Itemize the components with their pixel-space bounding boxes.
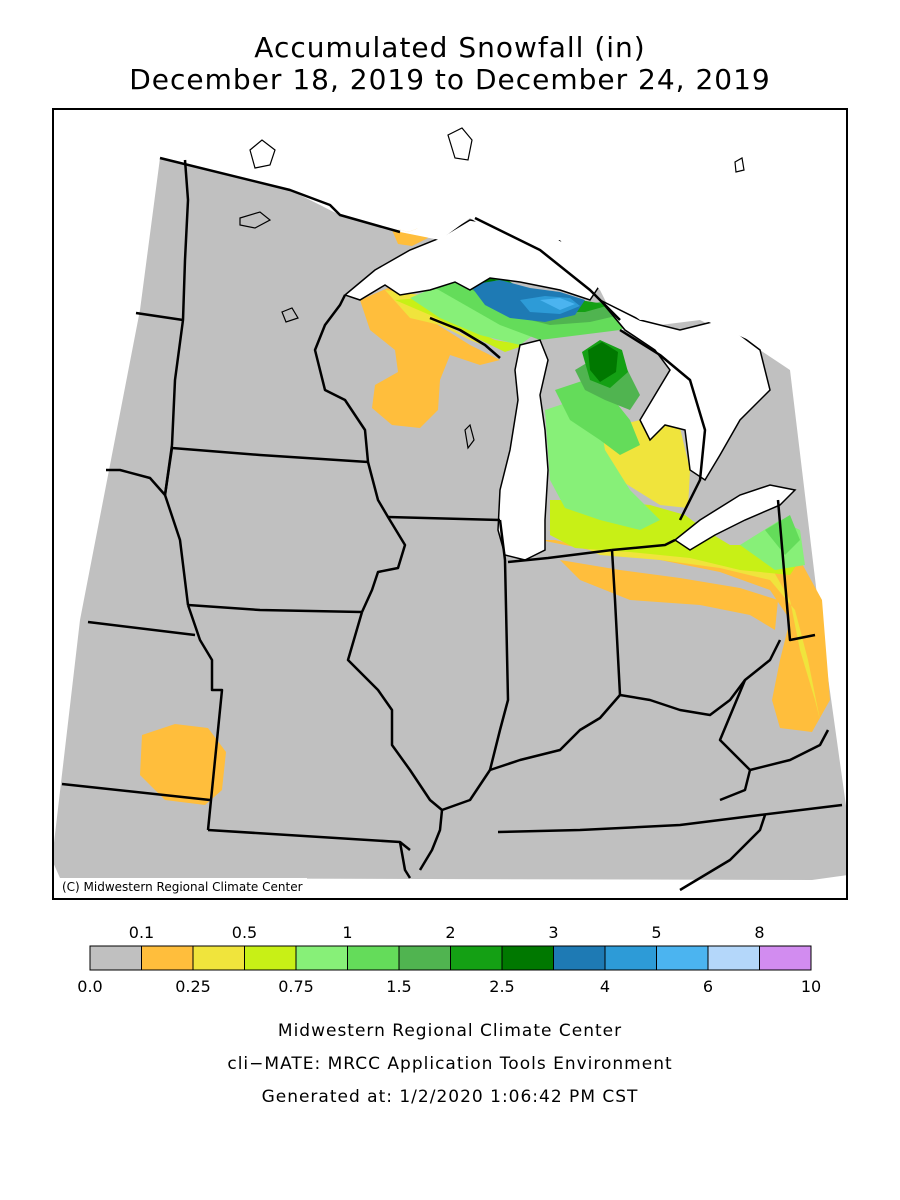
legend-bottom-label: 6 <box>703 977 713 996</box>
legend-swatch <box>347 945 400 971</box>
state-borders <box>61 156 843 892</box>
snow-darkestgreen-lower-mi <box>588 342 618 382</box>
legend-bottom-label: 0.0 <box>77 977 102 996</box>
legend-top-label: 5 <box>651 923 661 942</box>
legend-swatch <box>295 945 348 971</box>
snow-medgreen-lower-mi <box>555 380 640 455</box>
legend-top-label: 1 <box>342 923 352 942</box>
legend-top-label: 0.1 <box>129 923 154 942</box>
legend-bottom-label: 1.5 <box>386 977 411 996</box>
legend-swatch <box>244 945 297 971</box>
legend-swatch <box>398 945 451 971</box>
legend-swatch <box>141 945 194 971</box>
snowfall-map <box>52 108 848 900</box>
legend-swatch <box>450 945 503 971</box>
footer-tool: cli−MATE: MRCC Application Tools Environ… <box>227 1054 673 1074</box>
legend-bottom-label: 0.25 <box>175 977 211 996</box>
snow-region-kansas <box>140 724 226 805</box>
legend-bottom-label: 0.75 <box>278 977 314 996</box>
footer-org: Midwestern Regional Climate Center <box>277 1021 623 1041</box>
snow-medgreen-east <box>765 515 800 555</box>
snow-lightgreen-lower-mi <box>545 400 660 530</box>
legend-swatch <box>192 945 245 971</box>
map-credit: (C) Midwestern Regional Climate Center <box>58 878 307 896</box>
footer-generated: Generated at: 1/2/2020 1:06:42 PM CST <box>261 1087 639 1107</box>
legend-top-label: 3 <box>548 923 558 942</box>
legend-swatch <box>707 945 760 971</box>
legend-swatch <box>501 945 554 971</box>
snow-lightgreen-up <box>410 285 540 345</box>
map-frame <box>52 108 848 900</box>
legend-swatch <box>89 945 142 971</box>
snow-lightblue-up <box>540 298 575 310</box>
snow-region-northwest-wi <box>360 285 500 428</box>
legend-bottom-label: 4 <box>600 977 610 996</box>
snow-region-ohio-band <box>540 540 830 732</box>
shoreline-details <box>239 127 745 450</box>
legend-swatch <box>656 945 709 971</box>
lake-michigan <box>497 339 549 561</box>
legend-swatch <box>759 945 812 971</box>
color-legend: 0.1 0.5 1 2 3 5 8 0.0 0.25 0.75 1.5 2.5 4 6 10 <box>77 923 821 996</box>
legend-top-label: 0.5 <box>232 923 257 942</box>
map-subtitle: December 18, 2019 to December 24, 2019 <box>129 63 771 96</box>
legend-bottom-label: 10 <box>801 977 821 996</box>
lake-erie <box>673 484 797 551</box>
legend-swatch <box>604 945 657 971</box>
map-title: Accumulated Snowfall (in) <box>254 31 646 64</box>
legend-swatch <box>553 945 606 971</box>
legend-top-label: 2 <box>445 923 455 942</box>
legend-top-label: 8 <box>754 923 764 942</box>
legend-bottom-label: 2.5 <box>489 977 514 996</box>
